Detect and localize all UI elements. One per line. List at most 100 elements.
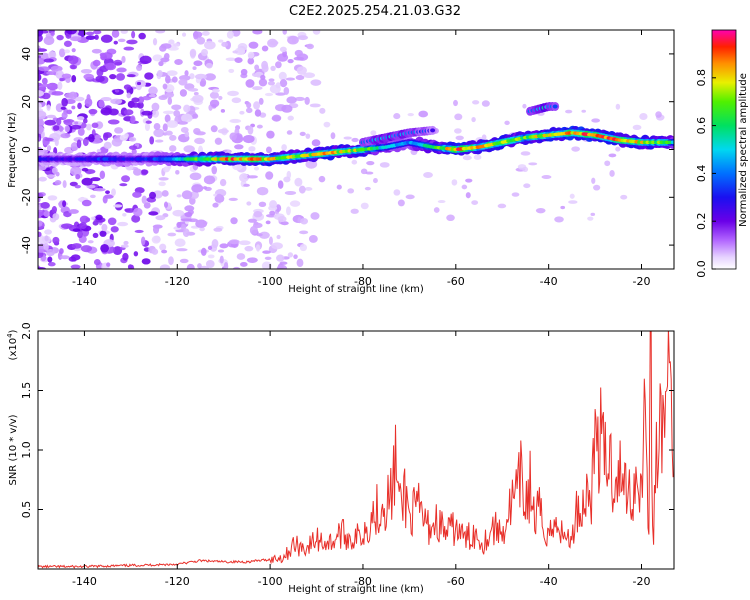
colorbar-label: Normalized spectral amplitude [738, 73, 749, 227]
spectrogram-speckle [312, 30, 321, 35]
spectrogram-speckle [102, 195, 108, 204]
spectrogram-speckle [141, 110, 153, 116]
spectrogram-speckle [159, 243, 167, 251]
spectrogram-speckle [261, 45, 269, 52]
spectrogram-speckle [141, 195, 147, 204]
spectrogram-speckle [169, 134, 177, 141]
spectrogram-speckle [423, 172, 433, 179]
spectrogram-speckle [248, 41, 259, 49]
figure-title: C2E2.2025.254.21.03.G32 [289, 4, 461, 19]
spectrogram-speckle [154, 139, 164, 143]
spectrogram-speckle [76, 139, 82, 149]
spectrogram-speckle [153, 128, 165, 138]
spectrogram-speckle [67, 55, 79, 65]
spectrogram-speckle [143, 202, 151, 209]
spectrogram-speckle [192, 113, 199, 119]
spectrogram-speckle [281, 144, 287, 151]
spectrogram-speckle [168, 39, 175, 45]
spectrogram-speckle [258, 231, 270, 239]
spectrogram-speckle [299, 244, 308, 252]
spectrogram-speckle [173, 109, 181, 117]
spectrogram-speckle [237, 43, 248, 51]
spectrogram-speckle [173, 43, 180, 47]
spectrogram-speckle [211, 239, 219, 249]
spectrogram-speckle [247, 57, 255, 65]
spectrogram-speckle [152, 37, 158, 46]
spectrogram-speckle [117, 38, 126, 43]
spectrogram-speckle [195, 219, 208, 228]
spectrogram-speckle [193, 60, 203, 67]
spectrogram-speckle [174, 58, 183, 66]
spectrogram-speckle [149, 136, 155, 145]
spectrogram-speckle [77, 231, 83, 239]
spectrogram-speckle [139, 55, 152, 65]
spectrogram-speckle [632, 124, 642, 130]
spectrogram-speckle [151, 248, 159, 255]
spectrogram-speckle [299, 230, 309, 235]
spectrogram-speckle [264, 256, 272, 261]
spectrogram-speckle [609, 169, 615, 177]
snr-y-multiplier: (x104) [6, 329, 19, 360]
spectrogram-speckle [70, 142, 79, 151]
spectrogram-speckle [111, 138, 123, 147]
spectrogram-speckle [158, 95, 168, 101]
spectrogram-speckle [86, 123, 92, 131]
spectrogram-speckle [171, 104, 182, 111]
spectrogram-speckle [184, 212, 193, 218]
spectrogram-speckle [528, 162, 538, 166]
spectrogram-speckle [95, 75, 105, 83]
spectrogram-speckle [615, 103, 621, 110]
spectrogram-speckle [271, 242, 283, 250]
spectrogram-speckle [123, 109, 134, 116]
spectrogram-speckle [43, 58, 55, 63]
spectrogram-speckle [110, 226, 119, 233]
spectrogram-speckle [453, 99, 458, 107]
spectrogram-speckle [113, 40, 118, 45]
spectrogram-speckle [51, 167, 58, 174]
spectrogram-speckle [43, 242, 49, 252]
spectrogram-speckle [522, 166, 529, 172]
spectrogram-speckle [148, 86, 158, 95]
snr-y-tick-label: 0.5 [20, 501, 33, 519]
secondary-ridge-core [552, 104, 558, 109]
spectrogram-speckle [182, 32, 187, 37]
spectrogram-speckle [311, 139, 321, 147]
spectrogram-speckle [465, 178, 473, 183]
spectrogram-speckle [608, 153, 617, 158]
spectrogram-speckle [189, 172, 202, 181]
spectrogram-speckle [43, 36, 55, 46]
spectrogram-speckle [82, 137, 89, 147]
spectrogram-x-tick-label: -80 [354, 275, 372, 288]
spectrogram-speckle [219, 178, 227, 187]
spectrogram-speckle [639, 113, 648, 120]
spectrogram-heat [38, 30, 674, 269]
spectrogram-speckle [455, 135, 464, 141]
spectrogram-speckle [269, 210, 276, 216]
spectrogram-speckle [68, 209, 79, 214]
spectrogram-speckle [276, 254, 285, 262]
spectrogram-speckle [158, 177, 169, 181]
secondary-ridge-core [430, 128, 436, 133]
spectrogram-speckle [180, 218, 193, 222]
spectrogram-speckle [98, 99, 105, 108]
spectrogram-speckle [44, 229, 52, 235]
spectrogram-speckle [265, 220, 271, 225]
spectrogram-speckle [80, 245, 93, 253]
spectrogram-speckle [100, 34, 113, 43]
snr-y-tick-label: 1.5 [20, 382, 33, 400]
spectrogram-speckle [308, 235, 318, 243]
spectrogram-speckle [587, 216, 594, 221]
spectrogram-speckle [245, 107, 253, 114]
spectrogram-speckle [254, 109, 262, 117]
spectrogram-speckle [184, 70, 189, 77]
spectrogram-speckle [60, 255, 70, 260]
spectrogram-speckle [234, 144, 244, 150]
spectrogram-speckle [51, 91, 64, 96]
spectrogram-speckle [144, 72, 154, 80]
spectrogram-speckle [148, 94, 157, 98]
spectrogram-speckle [462, 155, 472, 161]
spectrogram-speckle [132, 191, 142, 198]
spectrogram-speckle [168, 256, 174, 266]
spectrogram-speckle [287, 35, 299, 45]
spectrogram-speckle [203, 175, 216, 185]
